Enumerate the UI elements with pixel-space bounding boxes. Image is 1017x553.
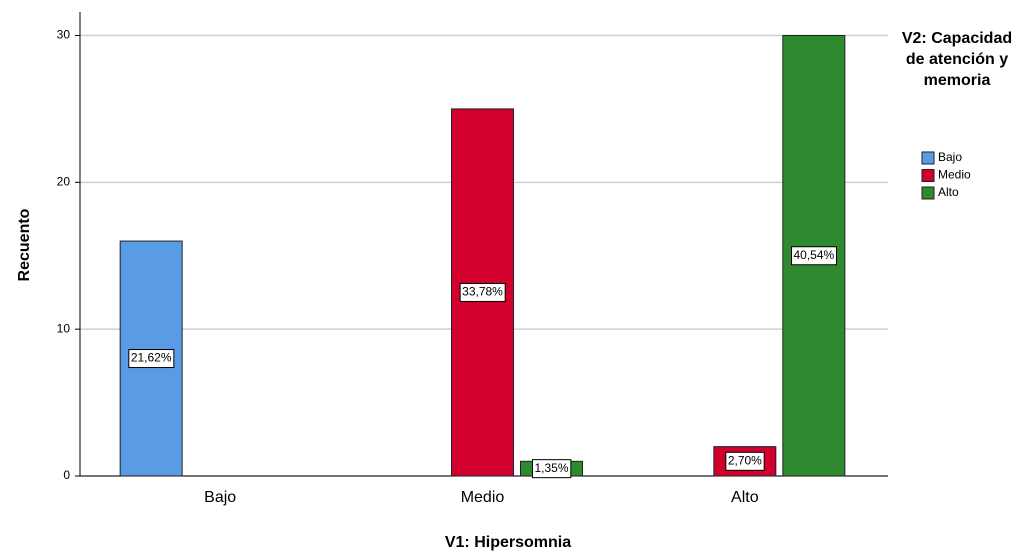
value-label: 21,62%	[131, 351, 172, 365]
value-label-box	[725, 451, 765, 471]
value-label: 2,70%	[728, 453, 762, 467]
legend-label: Bajo	[938, 150, 962, 164]
value-label-box	[459, 282, 506, 302]
value-label: 40,54%	[793, 248, 834, 262]
legend-swatch	[921, 186, 935, 200]
legend-swatch	[921, 169, 935, 182]
value-label-box	[790, 246, 838, 266]
x-tick-label: Alto	[731, 489, 759, 506]
value-label-box	[128, 349, 175, 369]
value-label: 1,35%	[534, 461, 568, 475]
legend-title: V2: Capacidad de atención y memoria	[901, 30, 1013, 89]
legend-label: Medio	[938, 168, 971, 182]
legend-swatch	[921, 151, 935, 165]
value-label: 33,78%	[462, 285, 503, 299]
x-tick-label: Medio	[461, 489, 505, 506]
value-label-box	[531, 459, 572, 479]
y-axis-title: Recuento	[16, 208, 33, 281]
y-tick-label: 20	[57, 175, 71, 189]
y-tick-label: 30	[57, 28, 71, 42]
legend-label: Alto	[938, 185, 959, 199]
y-tick-label: 10	[57, 321, 71, 335]
x-axis-title: V1: Hipersomnia	[445, 534, 571, 551]
y-tick-label: 0	[63, 468, 70, 482]
x-tick-label: Bajo	[204, 489, 236, 506]
